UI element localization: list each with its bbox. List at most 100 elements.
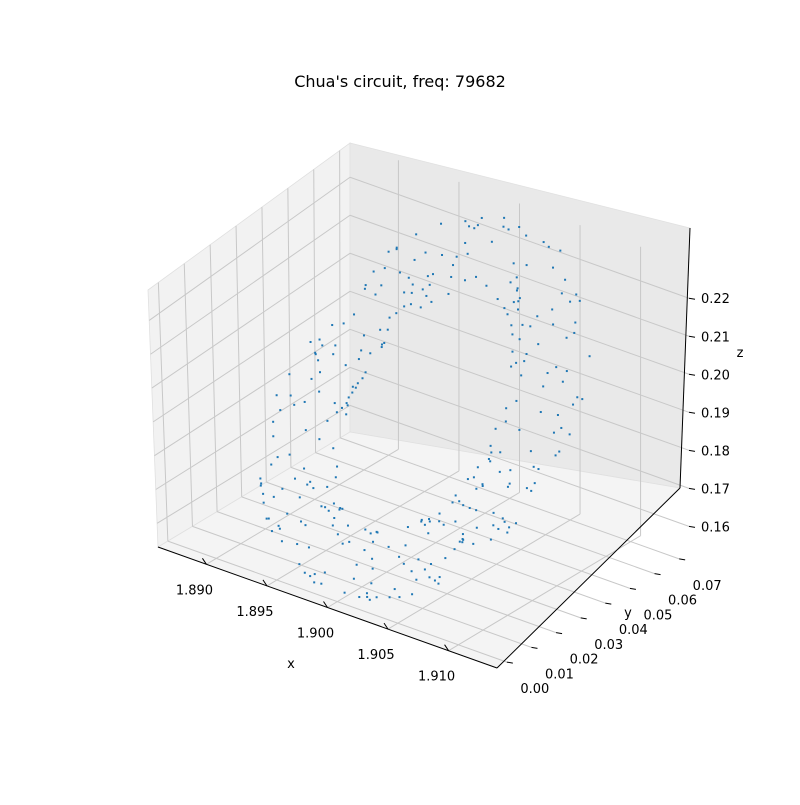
grid-lines	[148, 150, 690, 663]
scatter-point	[259, 477, 262, 480]
scatter-point	[279, 409, 282, 412]
scatter-point	[525, 487, 528, 490]
scatter-point	[466, 478, 469, 481]
scatter-point	[539, 411, 542, 414]
scatter-point	[490, 240, 493, 243]
scatter-point	[485, 284, 488, 287]
scatter-point	[304, 429, 307, 432]
z-gridline-back	[349, 214, 690, 337]
scatter-point	[515, 522, 518, 525]
z-gridline-left	[156, 404, 351, 524]
scatter-point	[387, 250, 390, 253]
z-tick-label: 0.18	[701, 444, 730, 459]
scatter-point	[413, 258, 416, 261]
scatter-point	[520, 374, 523, 377]
scatter-point	[267, 517, 270, 520]
scatter-point	[454, 494, 457, 497]
scatter-point	[506, 531, 509, 534]
scatter-point	[475, 526, 478, 529]
scatter-point	[508, 482, 511, 485]
scatter-point	[517, 300, 520, 303]
scatter-point	[487, 457, 490, 460]
z-gridline-left	[148, 176, 351, 321]
scatter-point	[289, 394, 292, 397]
x-tick-label: 1.890	[176, 583, 213, 598]
scatter-point	[565, 370, 568, 373]
scatter-point	[365, 592, 368, 595]
scatter-point	[506, 313, 509, 316]
scatter-point	[559, 249, 562, 252]
scatter-point	[529, 450, 532, 453]
scatter-point	[463, 279, 466, 282]
scatter-point	[275, 394, 278, 397]
scatter-point	[546, 372, 549, 375]
scatter-point	[515, 289, 518, 292]
scatter-point	[332, 353, 335, 356]
scatter-point	[454, 520, 457, 523]
scatter-point	[318, 438, 321, 441]
x-tick-label: 1.910	[418, 670, 455, 685]
scatter-point	[336, 465, 339, 468]
scatter-point	[410, 570, 413, 573]
scatter-point	[318, 390, 321, 393]
scatter-points	[259, 216, 591, 601]
scatter-point	[552, 431, 555, 434]
z-gridline-left	[152, 290, 351, 423]
scatter-point	[503, 307, 506, 310]
z-gridline-back	[349, 404, 690, 527]
scatter-point	[489, 460, 492, 463]
scatter-point	[569, 300, 572, 303]
scatter-point	[351, 385, 354, 388]
x-gridline-floor	[266, 470, 460, 587]
scatter-point	[303, 467, 306, 470]
scatter-point	[375, 596, 378, 599]
scatter-point	[312, 487, 315, 490]
scatter-point	[438, 512, 441, 515]
x-gridline-floor	[387, 513, 581, 630]
scatter-point	[332, 447, 335, 450]
y-tick-mark	[654, 573, 661, 576]
scatter-point	[260, 482, 263, 485]
scatter-point	[565, 336, 568, 339]
scatter-point	[426, 275, 429, 278]
scatter-point	[525, 234, 528, 237]
scatter-point	[507, 228, 510, 231]
scatter-point	[298, 563, 301, 566]
scatter-point	[348, 540, 351, 543]
scatter-point	[532, 465, 535, 468]
y-gridline-left	[261, 207, 267, 483]
scatter-point	[361, 377, 364, 380]
scatter-point	[415, 233, 418, 236]
scatter-point	[475, 509, 478, 512]
y-gridline-floor	[290, 466, 631, 589]
z-tick-mark	[688, 373, 696, 376]
scatter-point	[395, 248, 398, 251]
x-gridline-floor	[206, 448, 399, 565]
scatter-point	[409, 303, 412, 306]
y-tick-mark	[531, 646, 538, 649]
scatter-point	[398, 555, 401, 558]
scatter-point	[286, 512, 289, 515]
scatter-point	[364, 371, 367, 374]
scatter-point	[525, 353, 528, 356]
z-tick-label: 0.17	[701, 482, 730, 497]
scatter-point	[516, 287, 519, 290]
scatter-point	[380, 343, 383, 346]
scatter-point	[576, 396, 579, 399]
scatter-point	[511, 350, 514, 353]
scatter-point	[354, 386, 357, 389]
scatter-point	[388, 596, 391, 599]
scatter-point	[466, 252, 469, 255]
scatter-point	[472, 542, 475, 545]
scatter-point	[319, 371, 322, 374]
scatter-point	[431, 273, 434, 276]
z-gridline-back	[349, 328, 690, 451]
scatter-point	[555, 366, 558, 369]
scatter-point	[489, 444, 492, 447]
scatter-point	[323, 571, 326, 574]
scatter-point	[342, 322, 345, 325]
scatter-point	[533, 482, 536, 485]
scatter-point	[280, 540, 283, 543]
scatter-point	[451, 501, 454, 504]
scatter-point	[419, 306, 422, 309]
